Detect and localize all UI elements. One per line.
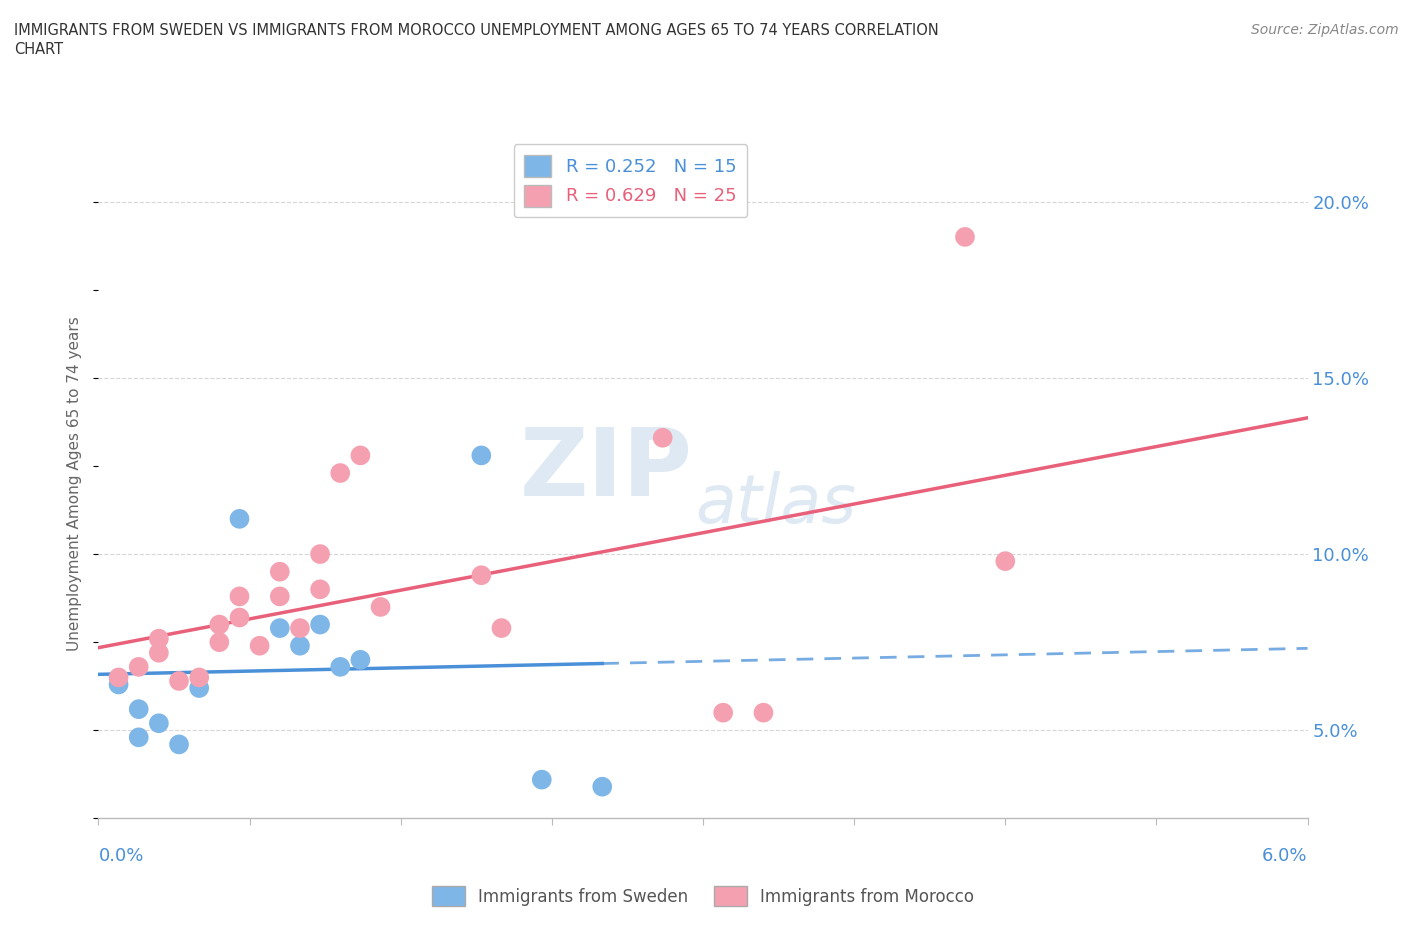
Point — [167, 673, 190, 688]
Point — [309, 582, 332, 597]
Point — [953, 230, 976, 245]
Y-axis label: Unemployment Among Ages 65 to 74 years: Unemployment Among Ages 65 to 74 years — [67, 316, 83, 651]
Point — [269, 589, 291, 604]
Point — [530, 772, 553, 787]
Point — [269, 565, 291, 579]
Point — [208, 635, 231, 650]
Legend: R = 0.252   N = 15, R = 0.629   N = 25: R = 0.252 N = 15, R = 0.629 N = 25 — [513, 144, 748, 218]
Text: atlas: atlas — [695, 471, 856, 537]
Point — [107, 670, 129, 684]
Point — [470, 568, 492, 583]
Point — [651, 431, 673, 445]
Text: Source: ZipAtlas.com: Source: ZipAtlas.com — [1251, 23, 1399, 37]
Point — [591, 779, 613, 794]
Point — [349, 448, 371, 463]
Point — [269, 620, 291, 635]
Point — [329, 466, 352, 481]
Text: 0.0%: 0.0% — [98, 846, 143, 865]
Legend: Immigrants from Sweden, Immigrants from Morocco: Immigrants from Sweden, Immigrants from … — [425, 880, 981, 912]
Point — [167, 737, 190, 751]
Text: IMMIGRANTS FROM SWEDEN VS IMMIGRANTS FROM MOROCCO UNEMPLOYMENT AMONG AGES 65 TO : IMMIGRANTS FROM SWEDEN VS IMMIGRANTS FRO… — [14, 23, 939, 38]
Point — [470, 448, 492, 463]
Point — [994, 553, 1017, 568]
Point — [148, 631, 170, 646]
Point — [288, 638, 311, 653]
Point — [309, 618, 332, 632]
Point — [249, 638, 271, 653]
Point — [752, 705, 775, 720]
Point — [208, 618, 231, 632]
Point — [188, 681, 211, 696]
Point — [148, 716, 170, 731]
Text: ZIP: ZIP — [520, 424, 693, 516]
Text: CHART: CHART — [14, 42, 63, 57]
Point — [148, 645, 170, 660]
Point — [370, 600, 392, 615]
Point — [309, 547, 332, 562]
Point — [128, 659, 150, 674]
Point — [128, 730, 150, 745]
Point — [711, 705, 734, 720]
Point — [329, 659, 352, 674]
Point — [491, 620, 513, 635]
Point — [349, 652, 371, 667]
Point — [128, 702, 150, 717]
Point — [228, 610, 250, 625]
Point — [228, 589, 250, 604]
Point — [288, 620, 311, 635]
Text: 6.0%: 6.0% — [1263, 846, 1308, 865]
Point — [188, 670, 211, 684]
Point — [228, 512, 250, 526]
Point — [107, 677, 129, 692]
